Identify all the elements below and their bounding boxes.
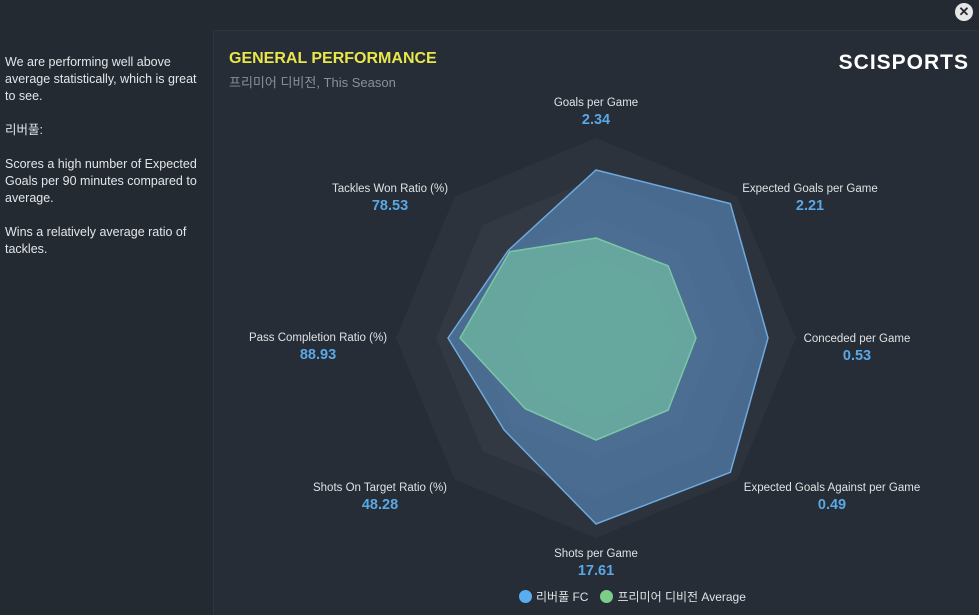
legend-label: 프리미어 디비전 Average (617, 590, 746, 604)
axis-value: 78.53 (371, 198, 409, 214)
axis-name: Expected Goals Against per Game (743, 482, 921, 494)
axis-name: Expected Goals per Game (742, 183, 878, 195)
legend-dot (519, 590, 532, 603)
axis-name: Tackles Won Ratio (%) (331, 183, 449, 195)
axis-label: Expected Goals Against per Game 0.49 (722, 482, 942, 513)
axis-label: Shots per Game 17.61 (486, 548, 706, 579)
axis-value: 2.34 (581, 112, 611, 128)
summary-paragraph: We are performing well above average sta… (5, 55, 197, 103)
axis-label: Goals per Game 2.34 (486, 97, 706, 128)
summary-paragraph: Wins a relatively average ratio of tackl… (5, 225, 187, 256)
chart-subtitle: 프리미어 디비전, This Season (229, 75, 396, 90)
series-average-area (459, 237, 697, 441)
axis-name: Goals per Game (553, 97, 639, 109)
axis-value: 17.61 (577, 563, 615, 579)
axis-label: Pass Completion Ratio (%) 88.93 (208, 332, 428, 363)
axis-name: Conceded per Game (803, 333, 911, 345)
axis-label: Tackles Won Ratio (%) 78.53 (280, 183, 500, 214)
axis-value: 88.93 (299, 347, 337, 363)
axis-label: Shots On Target Ratio (%) 48.28 (270, 482, 490, 513)
axis-value: 48.28 (361, 497, 399, 513)
legend-item-average[interactable]: 프리미어 디비전 Average (600, 588, 746, 605)
axis-label: Expected Goals per Game 2.21 (700, 183, 920, 214)
close-icon[interactable]: ✕ (955, 3, 973, 21)
axis-value: 0.49 (817, 497, 847, 513)
summary-paragraph: 리버풀: (5, 123, 43, 137)
legend-dot (600, 590, 614, 603)
axis-name: Shots per Game (554, 548, 638, 560)
summary-paragraph: Scores a high number of Expected Goals p… (5, 157, 197, 205)
legend-item-team[interactable]: 리버풀 FC (519, 588, 588, 605)
axis-label: Conceded per Game 0.53 (747, 333, 967, 364)
legend: 리버풀 FC 프리미어 디비전 Average (519, 588, 746, 605)
axis-value: 2.21 (795, 198, 825, 214)
axis-value: 0.53 (842, 348, 872, 364)
legend-label: 리버풀 FC (536, 590, 589, 604)
summary-text: We are performing well above average sta… (5, 54, 205, 275)
axis-name: Shots On Target Ratio (%) (312, 482, 447, 494)
scisports-logo: SCISPORTS (838, 51, 969, 74)
axis-name: Pass Completion Ratio (%) (248, 332, 388, 344)
chart-title: GENERAL PERFORMANCE (229, 50, 437, 67)
